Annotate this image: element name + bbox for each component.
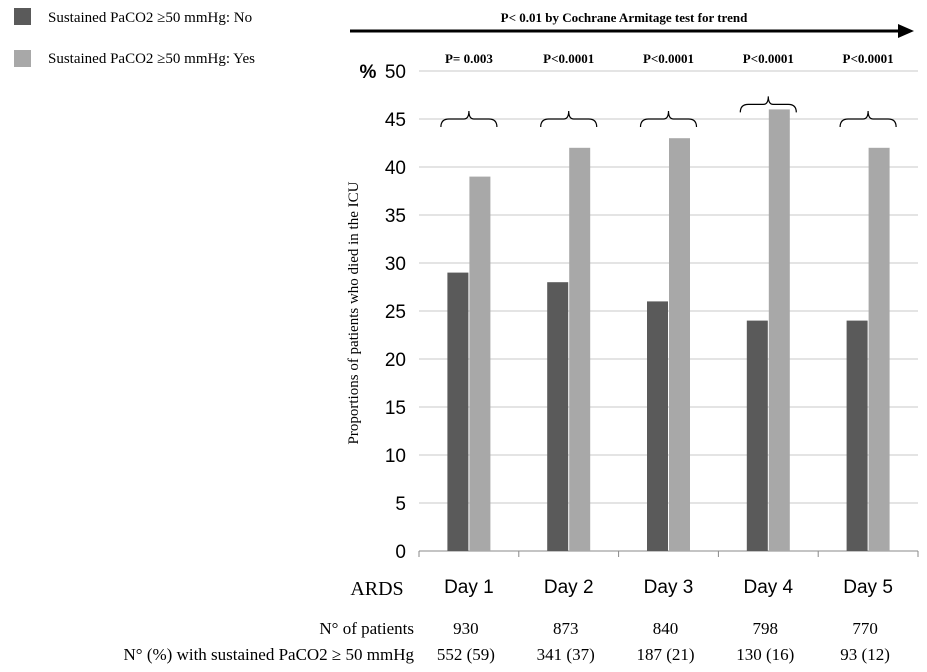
legend-swatch-yes bbox=[14, 50, 31, 67]
trend-arrowhead bbox=[898, 24, 914, 38]
table-cell: 130 (16) bbox=[736, 645, 794, 664]
legend-label-no: Sustained PaCO2 ≥50 mmHg: No bbox=[48, 10, 252, 26]
bar-yes bbox=[569, 147, 591, 552]
bar-yes bbox=[768, 109, 790, 552]
trend-label: P< 0.01 by Cochrane Armitage test for tr… bbox=[501, 10, 748, 25]
table-row-label: N° of patients bbox=[319, 619, 414, 638]
y-tick-label: 35 bbox=[385, 206, 406, 227]
table-row-label: N° (%) with sustained PaCO2 ≥ 50 mmHg bbox=[124, 645, 415, 664]
table-cell: 770 bbox=[852, 619, 878, 638]
table-cell: 840 bbox=[653, 619, 679, 638]
y-tick-label: 20 bbox=[385, 350, 406, 371]
bar-no bbox=[647, 301, 668, 551]
y-tick-label: 30 bbox=[385, 254, 406, 275]
x-axis-label: ARDS bbox=[350, 578, 403, 600]
y-tick-label: 0 bbox=[395, 542, 406, 563]
table-cell: 552 (59) bbox=[437, 645, 495, 664]
x-axis-tick-marks bbox=[418, 551, 919, 557]
p-value-brace bbox=[440, 110, 498, 128]
p-value-label: P<0.0001 bbox=[843, 51, 894, 66]
p-value-braces bbox=[440, 96, 897, 128]
bars bbox=[447, 109, 890, 552]
x-tick-labels: Day 1 Day 2 Day 3 Day 4 Day 5 bbox=[444, 577, 893, 598]
y-unit-label: % bbox=[360, 62, 377, 83]
y-tick-label: 45 bbox=[385, 110, 406, 131]
x-tick-label: Day 1 bbox=[444, 577, 494, 598]
bar-yes bbox=[469, 176, 491, 551]
p-value-brace bbox=[839, 110, 897, 128]
bar-no bbox=[547, 282, 569, 551]
y-tick-label: 25 bbox=[385, 302, 406, 323]
y-tick-label: 10 bbox=[385, 446, 406, 467]
table-cell: 798 bbox=[753, 619, 779, 638]
x-tick-label: Day 3 bbox=[644, 577, 694, 598]
x-tick-label: Day 4 bbox=[743, 577, 793, 598]
trend-annotation: P< 0.01 by Cochrane Armitage test for tr… bbox=[350, 10, 914, 38]
p-value-label: P= 0.003 bbox=[445, 51, 493, 66]
y-tick-label: 40 bbox=[385, 158, 406, 179]
p-value-brace bbox=[639, 110, 698, 128]
x-tick-label: Day 5 bbox=[843, 577, 893, 598]
gridlines bbox=[419, 70, 918, 504]
p-value-label: P<0.0001 bbox=[643, 51, 694, 66]
table-cell: 873 bbox=[553, 619, 579, 638]
y-axis-label: Proportions of patients who died in the … bbox=[346, 181, 362, 444]
bar-yes bbox=[669, 138, 690, 551]
y-tick-label: 5 bbox=[395, 494, 406, 515]
table-cell: 930 bbox=[453, 619, 479, 638]
table-cell: 341 (37) bbox=[537, 645, 595, 664]
p-value-brace bbox=[540, 110, 598, 128]
legend-label-yes: Sustained PaCO2 ≥50 mmHg: Yes bbox=[48, 51, 255, 67]
bar-no bbox=[447, 272, 469, 551]
summary-table: N° of patients 930 873 840 798 770 N° (%) with… bbox=[124, 619, 890, 664]
p-value-label: P<0.0001 bbox=[543, 51, 594, 66]
x-tick-label: Day 2 bbox=[544, 577, 594, 598]
table-cell: 187 (21) bbox=[636, 645, 694, 664]
y-axis-ticks: 0 5 10 15 20 25 30 35 40 45 50 bbox=[385, 62, 406, 563]
bar-yes bbox=[868, 147, 890, 552]
p-values: P= 0.003 P<0.0001 P<0.0001 P<0.0001 P<0.0001 bbox=[445, 51, 894, 66]
y-tick-label: 50 bbox=[385, 62, 406, 83]
p-value-brace bbox=[739, 96, 797, 113]
bar-no bbox=[746, 320, 768, 551]
bar-no bbox=[846, 320, 868, 551]
table-cell: 93 (12) bbox=[840, 645, 890, 664]
legend-swatch-no bbox=[14, 8, 31, 25]
legend: Sustained PaCO2 ≥50 mmHg: No Sustained P… bbox=[14, 8, 255, 67]
y-tick-label: 15 bbox=[385, 398, 406, 419]
p-value-label: P<0.0001 bbox=[743, 51, 794, 66]
